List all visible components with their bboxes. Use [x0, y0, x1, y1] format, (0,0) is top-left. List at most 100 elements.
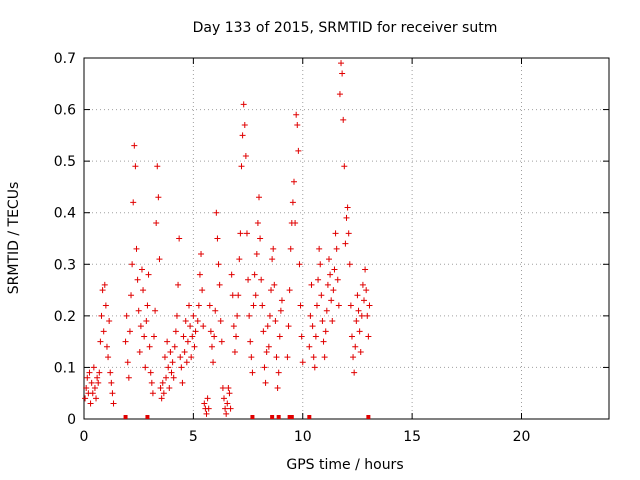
- data-point: [233, 333, 240, 340]
- data-point: [226, 390, 233, 397]
- y-tick-label: 0.4: [54, 206, 76, 222]
- data-point: [249, 369, 256, 376]
- data-point: [131, 142, 138, 149]
- data-point: [142, 364, 149, 371]
- y-tick-label: 0.7: [54, 51, 76, 67]
- grid-lines: [84, 58, 609, 419]
- data-point: [289, 199, 296, 206]
- data-point: [246, 312, 253, 319]
- chart-title: Day 133 of 2015, SRMTID for receiver sut…: [193, 20, 498, 36]
- data-point: [207, 328, 214, 335]
- data-point: [339, 70, 346, 77]
- data-point: [179, 379, 186, 386]
- data-point: [309, 323, 316, 330]
- data-point: [91, 385, 98, 392]
- data-point: [89, 390, 96, 397]
- data-point: [272, 318, 279, 325]
- data-point: [251, 271, 258, 278]
- data-point: [163, 374, 170, 381]
- data-point: [239, 132, 246, 139]
- data-point: [254, 220, 261, 227]
- data-point: [236, 256, 243, 263]
- data-point: [332, 230, 339, 237]
- data-point: [221, 395, 227, 402]
- data-point: [355, 307, 362, 314]
- data-point: [253, 250, 260, 257]
- data-point: [208, 343, 215, 350]
- data-points: [82, 60, 373, 417]
- data-point: [321, 354, 328, 361]
- data-point: [156, 256, 163, 263]
- data-point: [365, 333, 372, 340]
- data-point: [157, 385, 164, 392]
- data-point: [88, 379, 95, 386]
- data-point: [346, 261, 353, 268]
- data-point: [167, 348, 174, 355]
- data-point: [298, 333, 305, 340]
- data-point: [147, 369, 154, 376]
- data-point: [169, 359, 176, 366]
- data-point: [145, 271, 152, 278]
- data-point: [98, 312, 105, 319]
- data-point: [201, 400, 208, 407]
- data-point: [166, 385, 173, 392]
- data-point: [103, 343, 110, 350]
- data-point: [260, 328, 267, 335]
- data-point: [336, 91, 343, 98]
- data-point: [171, 343, 178, 350]
- data-point: [192, 328, 199, 335]
- data-point: [199, 287, 206, 294]
- data-point: [203, 410, 210, 417]
- data-point: [126, 328, 133, 335]
- data-point: [180, 333, 187, 340]
- data-point: [172, 328, 179, 335]
- data-point: [231, 348, 238, 355]
- data-point: [132, 163, 139, 170]
- data-point: [110, 400, 117, 407]
- data-point: [320, 338, 327, 345]
- data-point: [93, 395, 100, 402]
- data-point: [165, 364, 172, 371]
- data-point: [170, 374, 177, 381]
- data-point: [273, 354, 280, 361]
- data-point: [182, 318, 189, 325]
- data-point: [285, 323, 292, 330]
- data-point: [342, 240, 349, 247]
- data-point: [322, 328, 329, 335]
- data-point: [164, 338, 171, 345]
- y-tick-label: 0: [67, 412, 76, 428]
- data-point: [276, 333, 283, 340]
- data-point: [275, 369, 282, 376]
- data-point: [212, 307, 219, 314]
- data-point: [299, 359, 306, 366]
- data-point: [291, 178, 297, 185]
- baseline-markers: [123, 415, 371, 419]
- data-point: [316, 245, 323, 252]
- data-point: [136, 348, 143, 355]
- data-point: [151, 333, 157, 340]
- data-point: [326, 256, 332, 263]
- data-point: [225, 385, 232, 392]
- data-point: [265, 343, 272, 350]
- data-point: [219, 385, 226, 392]
- data-point: [183, 359, 190, 366]
- data-point: [122, 338, 129, 345]
- data-point: [242, 152, 249, 159]
- data-point: [96, 369, 103, 376]
- data-point: [258, 276, 265, 283]
- data-point: [198, 250, 205, 257]
- data-point: [263, 348, 270, 355]
- data-point: [352, 343, 359, 350]
- data-point: [292, 220, 299, 227]
- data-point: [329, 318, 336, 325]
- data-point: [158, 395, 165, 402]
- data-point: [86, 369, 93, 376]
- data-point: [274, 385, 281, 392]
- data-point: [175, 281, 182, 288]
- data-point: [331, 266, 338, 273]
- data-point: [101, 281, 108, 288]
- data-point: [286, 287, 293, 294]
- data-point: [123, 312, 130, 319]
- x-tick-label: 15: [403, 429, 421, 445]
- data-point: [338, 60, 345, 67]
